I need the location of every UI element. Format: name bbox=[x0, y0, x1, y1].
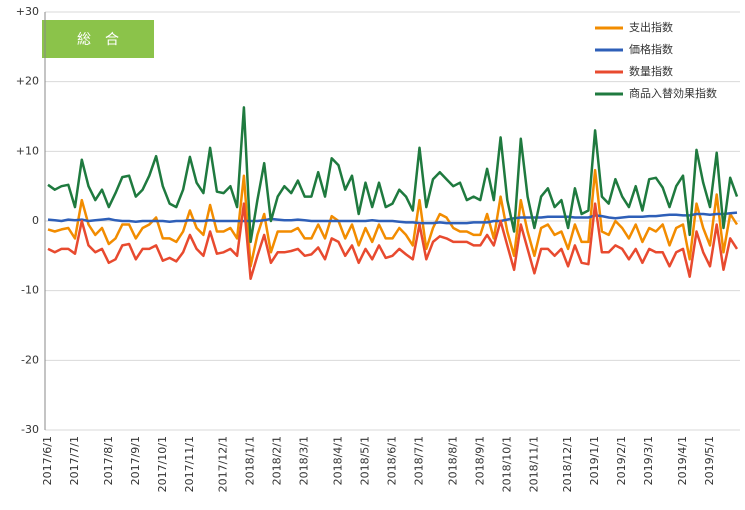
x-tick-label: 2018/5/1 bbox=[358, 436, 371, 485]
x-tick-label: 2017/9/1 bbox=[129, 436, 142, 485]
y-tick-label: +10 bbox=[16, 144, 39, 157]
x-tick-label: 2018/10/1 bbox=[500, 436, 513, 492]
x-tick-label: 2018/12/1 bbox=[561, 436, 574, 492]
y-tick-label: +20 bbox=[16, 75, 39, 88]
series-line bbox=[47, 202, 739, 281]
series-line bbox=[47, 211, 738, 225]
series-line bbox=[47, 106, 739, 244]
legend-label: 数量指数 bbox=[629, 64, 673, 78]
x-tick-label: 2018/2/1 bbox=[271, 436, 284, 485]
x-tick-label: 2017/6/1 bbox=[41, 436, 54, 485]
x-tick-label: 2017/11/1 bbox=[183, 436, 196, 492]
y-tick-label: -30 bbox=[21, 423, 39, 436]
y-tick-label: -10 bbox=[21, 284, 39, 297]
chart-title: 総 合 bbox=[77, 32, 119, 48]
x-tick-label: 2017/10/1 bbox=[156, 436, 169, 492]
y-tick-label: +30 bbox=[16, 5, 39, 18]
x-tick-label: 2019/2/1 bbox=[615, 436, 628, 485]
x-tick-label: 2018/4/1 bbox=[331, 436, 344, 485]
x-tick-label: 2018/8/1 bbox=[446, 436, 459, 485]
x-tick-label: 2019/3/1 bbox=[642, 436, 655, 485]
y-tick-label: -20 bbox=[21, 353, 39, 366]
legend-label: 商品入替効果指数 bbox=[629, 86, 717, 100]
x-tick-label: 2018/6/1 bbox=[386, 436, 399, 485]
x-tick-label: 2018/3/1 bbox=[298, 436, 311, 485]
title-box bbox=[42, 20, 154, 58]
legend-label: 支出指数 bbox=[629, 20, 673, 34]
x-tick-label: 2018/1/1 bbox=[244, 436, 257, 485]
x-tick-label: 2017/8/1 bbox=[102, 436, 115, 485]
series-line bbox=[47, 168, 739, 268]
x-tick-label: 2018/7/1 bbox=[413, 436, 426, 485]
x-tick-label: 2019/5/1 bbox=[703, 436, 716, 485]
y-tick-label: 0 bbox=[32, 214, 39, 227]
x-tick-label: 2018/11/1 bbox=[527, 436, 540, 492]
x-tick-label: 2017/7/1 bbox=[68, 436, 81, 485]
x-tick-label: 2018/9/1 bbox=[473, 436, 486, 485]
x-tick-label: 2019/1/1 bbox=[588, 436, 601, 485]
x-tick-label: 2019/4/1 bbox=[676, 436, 689, 485]
x-tick-label: 2017/12/1 bbox=[217, 436, 230, 492]
legend-label: 価格指数 bbox=[629, 42, 673, 56]
